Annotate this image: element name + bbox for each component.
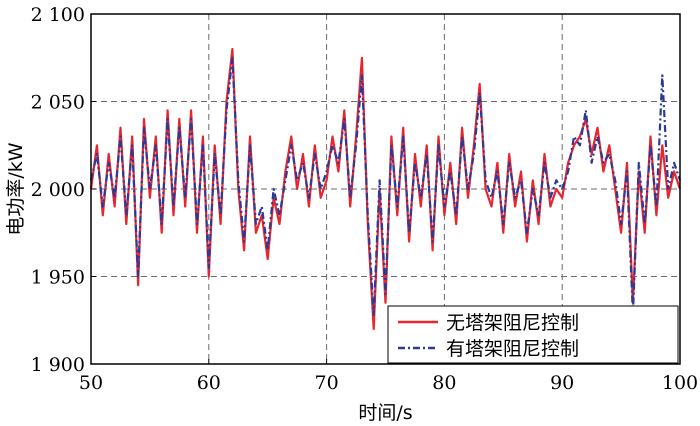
x-tick-label: 60 bbox=[197, 372, 221, 394]
y-tick-label: 1 950 bbox=[31, 267, 85, 289]
legend: 无塔架阻尼控制 有塔架阻尼控制 bbox=[387, 305, 679, 364]
series-lines bbox=[89, 47, 682, 331]
legend-label-no-damping: 无塔架阻尼控制 bbox=[446, 312, 579, 334]
tick-labels: 50 60 70 80 90 100 1 900 1 950 2 000 2 050 2 100 bbox=[31, 4, 699, 394]
x-tick-label: 70 bbox=[315, 372, 339, 394]
x-tick-label: 80 bbox=[432, 372, 456, 394]
x-tick-label: 50 bbox=[79, 372, 103, 394]
y-tick-label: 1 900 bbox=[31, 354, 85, 376]
y-axis-label: 电功率/kW bbox=[5, 142, 27, 235]
y-tick-label: 2 100 bbox=[31, 4, 85, 26]
x-axis-label: 时间/s bbox=[358, 402, 412, 424]
x-tick-label: 100 bbox=[662, 372, 698, 394]
y-tick-label: 2 000 bbox=[31, 179, 85, 201]
legend-box bbox=[387, 305, 679, 364]
y-tick-label: 2 050 bbox=[31, 92, 85, 114]
legend-label-with-damping: 有塔架阻尼控制 bbox=[446, 338, 579, 360]
series-line-1 bbox=[89, 56, 682, 317]
x-tick-label: 90 bbox=[550, 372, 574, 394]
